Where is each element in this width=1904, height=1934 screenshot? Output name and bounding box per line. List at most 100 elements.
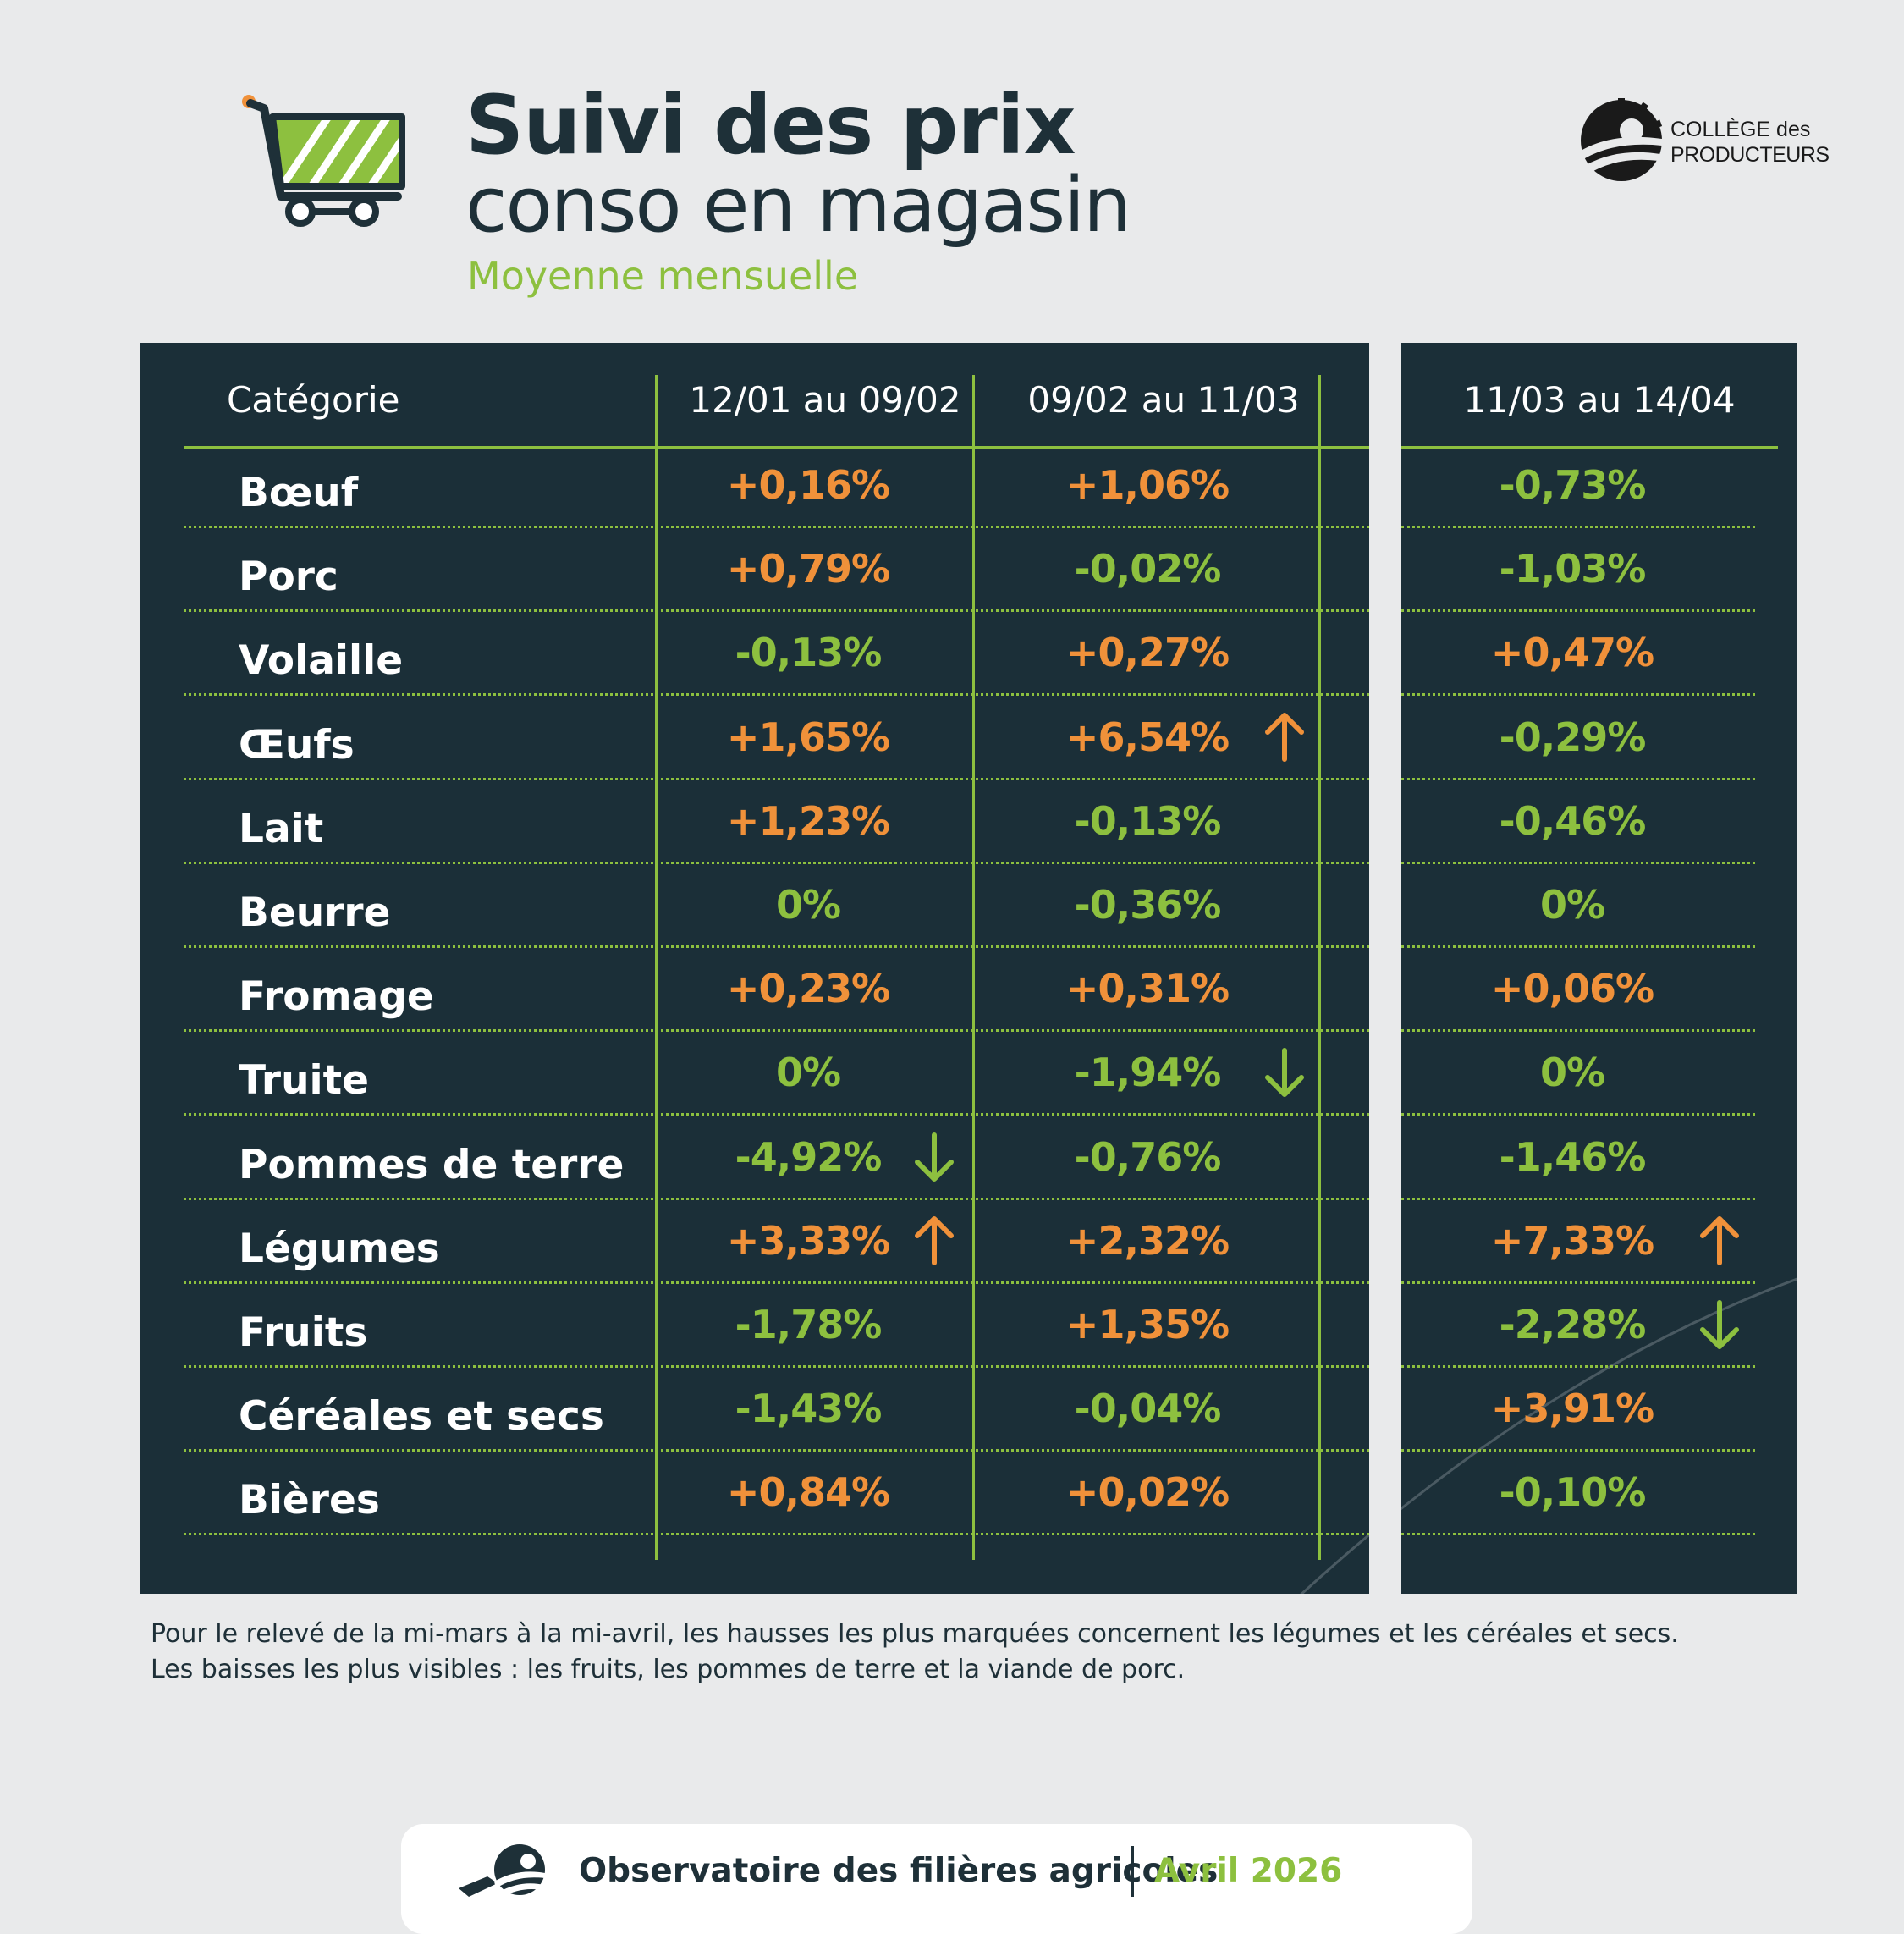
row-category-label: Fromage bbox=[239, 973, 434, 1021]
row-separator bbox=[184, 1029, 1369, 1033]
column-header: Catégorie bbox=[227, 379, 400, 421]
row-separator bbox=[1401, 1533, 1755, 1536]
row-separator bbox=[184, 693, 1369, 697]
price-change-value: -0,73% bbox=[1499, 462, 1647, 508]
price-change-value: -0,29% bbox=[1499, 714, 1647, 760]
row-separator bbox=[1401, 945, 1755, 948]
price-change-value: +1,65% bbox=[726, 714, 890, 760]
row-separator bbox=[184, 609, 1369, 613]
price-change-value: +0,06% bbox=[1490, 966, 1654, 1012]
row-separator bbox=[1401, 1029, 1755, 1033]
arrow-down-icon bbox=[1259, 1045, 1310, 1099]
row-category-label: Fruits bbox=[239, 1309, 368, 1356]
price-change-value: -1,43% bbox=[735, 1386, 883, 1432]
arrow-up-icon bbox=[1694, 1214, 1745, 1268]
price-change-value: +0,31% bbox=[1065, 966, 1230, 1012]
price-change-value: +0,84% bbox=[726, 1469, 890, 1516]
price-change-value: -0,36% bbox=[1074, 882, 1222, 928]
note-line-1: Pour le relevé de la mi-mars à la mi-avr… bbox=[151, 1619, 1679, 1649]
price-change-value: -2,28% bbox=[1499, 1302, 1647, 1347]
price-change-value: +1,06% bbox=[1065, 462, 1230, 508]
row-category-label: Volaille bbox=[239, 637, 404, 685]
footer-date: Avril 2026 bbox=[1154, 1852, 1343, 1890]
footer-organization: Observatoire des filières agricoles bbox=[579, 1852, 1219, 1890]
note-line-2: Les baisses les plus visibles : les frui… bbox=[151, 1655, 1186, 1684]
price-change-value: +6,54% bbox=[1065, 714, 1230, 760]
arrow-down-icon bbox=[1694, 1298, 1745, 1352]
row-separator bbox=[1401, 609, 1755, 613]
page-title: Suivi des prix bbox=[465, 78, 1076, 173]
price-change-value: -1,78% bbox=[735, 1302, 883, 1347]
row-separator bbox=[184, 777, 1369, 780]
shopping-cart-icon bbox=[242, 95, 405, 227]
page-subtitle: Moyenne mensuelle bbox=[467, 253, 859, 299]
row-separator bbox=[1401, 1113, 1755, 1116]
row-category-label: Céréales et secs bbox=[239, 1393, 604, 1441]
price-change-value: +3,91% bbox=[1490, 1386, 1654, 1432]
row-separator bbox=[184, 1113, 1369, 1116]
price-change-value: -0,46% bbox=[1499, 797, 1647, 844]
row-separator bbox=[1401, 1197, 1755, 1200]
college-logo-text: COLLÈGE des PRODUCTEURS bbox=[1670, 117, 1830, 168]
row-separator bbox=[184, 526, 1369, 528]
row-category-label: Pommes de terre bbox=[239, 1141, 625, 1188]
price-change-value: +0,02% bbox=[1065, 1469, 1230, 1516]
price-change-value: +0,79% bbox=[726, 546, 890, 592]
price-change-value: +2,32% bbox=[1065, 1217, 1230, 1264]
row-category-label: Porc bbox=[239, 554, 338, 601]
row-category-label: Truite bbox=[239, 1057, 369, 1105]
logo-line-2: PRODUCTEURS bbox=[1670, 143, 1830, 167]
row-separator bbox=[184, 1281, 1369, 1284]
row-separator bbox=[184, 1197, 1369, 1200]
college-logo-icon bbox=[1581, 98, 1663, 181]
row-separator bbox=[1401, 861, 1755, 864]
summary-note: Pour le relevé de la mi-mars à la mi-avr… bbox=[151, 1617, 1809, 1688]
price-change-value: +1,35% bbox=[1065, 1302, 1230, 1347]
row-category-label: Bœuf bbox=[239, 470, 359, 516]
row-separator bbox=[184, 945, 1369, 948]
arrow-down-icon bbox=[909, 1130, 960, 1184]
price-change-value: -0,04% bbox=[1074, 1386, 1222, 1432]
price-change-value: -0,02% bbox=[1074, 546, 1222, 592]
price-change-value: +7,33% bbox=[1490, 1217, 1654, 1264]
footer-separator bbox=[1131, 1846, 1134, 1897]
header-underline bbox=[184, 446, 1369, 449]
price-change-value: -0,13% bbox=[1074, 797, 1222, 844]
price-change-value: -4,92% bbox=[735, 1133, 883, 1180]
row-separator bbox=[1401, 693, 1755, 697]
row-category-label: Lait bbox=[239, 805, 324, 852]
row-separator bbox=[184, 861, 1369, 864]
row-category-label: Bières bbox=[239, 1477, 380, 1524]
column-header: 11/03 au 14/04 bbox=[1463, 379, 1736, 421]
column-header: 12/01 au 09/02 bbox=[689, 379, 961, 421]
observatoire-icon bbox=[459, 1844, 545, 1897]
price-change-value: +0,16% bbox=[726, 462, 890, 508]
row-separator bbox=[1401, 1449, 1755, 1452]
price-change-value: -0,13% bbox=[735, 630, 883, 676]
row-separator bbox=[1401, 1365, 1755, 1368]
price-change-value: +0,47% bbox=[1490, 630, 1654, 676]
row-separator bbox=[1401, 777, 1755, 780]
price-change-value: 0% bbox=[1539, 1050, 1605, 1096]
row-category-label: Beurre bbox=[239, 890, 391, 936]
price-change-value: +0,27% bbox=[1065, 630, 1230, 676]
column-header: 09/02 au 11/03 bbox=[1027, 379, 1300, 421]
price-change-value: 0% bbox=[1539, 882, 1605, 928]
price-change-value: -0,76% bbox=[1074, 1133, 1222, 1180]
price-change-value: 0% bbox=[775, 882, 841, 928]
row-separator bbox=[184, 1449, 1369, 1452]
logo-line-1: COLLÈGE des bbox=[1670, 118, 1811, 141]
column-divider bbox=[972, 375, 975, 1560]
row-separator bbox=[1401, 526, 1755, 528]
price-change-value: +0,23% bbox=[726, 966, 890, 1012]
price-change-value: -1,94% bbox=[1074, 1050, 1222, 1096]
price-change-value: -0,10% bbox=[1499, 1469, 1647, 1516]
price-change-value: +1,23% bbox=[726, 797, 890, 844]
row-separator bbox=[184, 1533, 1369, 1536]
price-change-value: 0% bbox=[775, 1050, 841, 1096]
row-separator bbox=[184, 1365, 1369, 1368]
price-change-value: -1,46% bbox=[1499, 1133, 1647, 1180]
arrow-up-icon bbox=[1259, 710, 1310, 764]
college-logo: COLLÈGE des PRODUCTEURS bbox=[1579, 98, 1833, 183]
footer-bar: Observatoire des filières agricoles Avri… bbox=[401, 1824, 1472, 1934]
